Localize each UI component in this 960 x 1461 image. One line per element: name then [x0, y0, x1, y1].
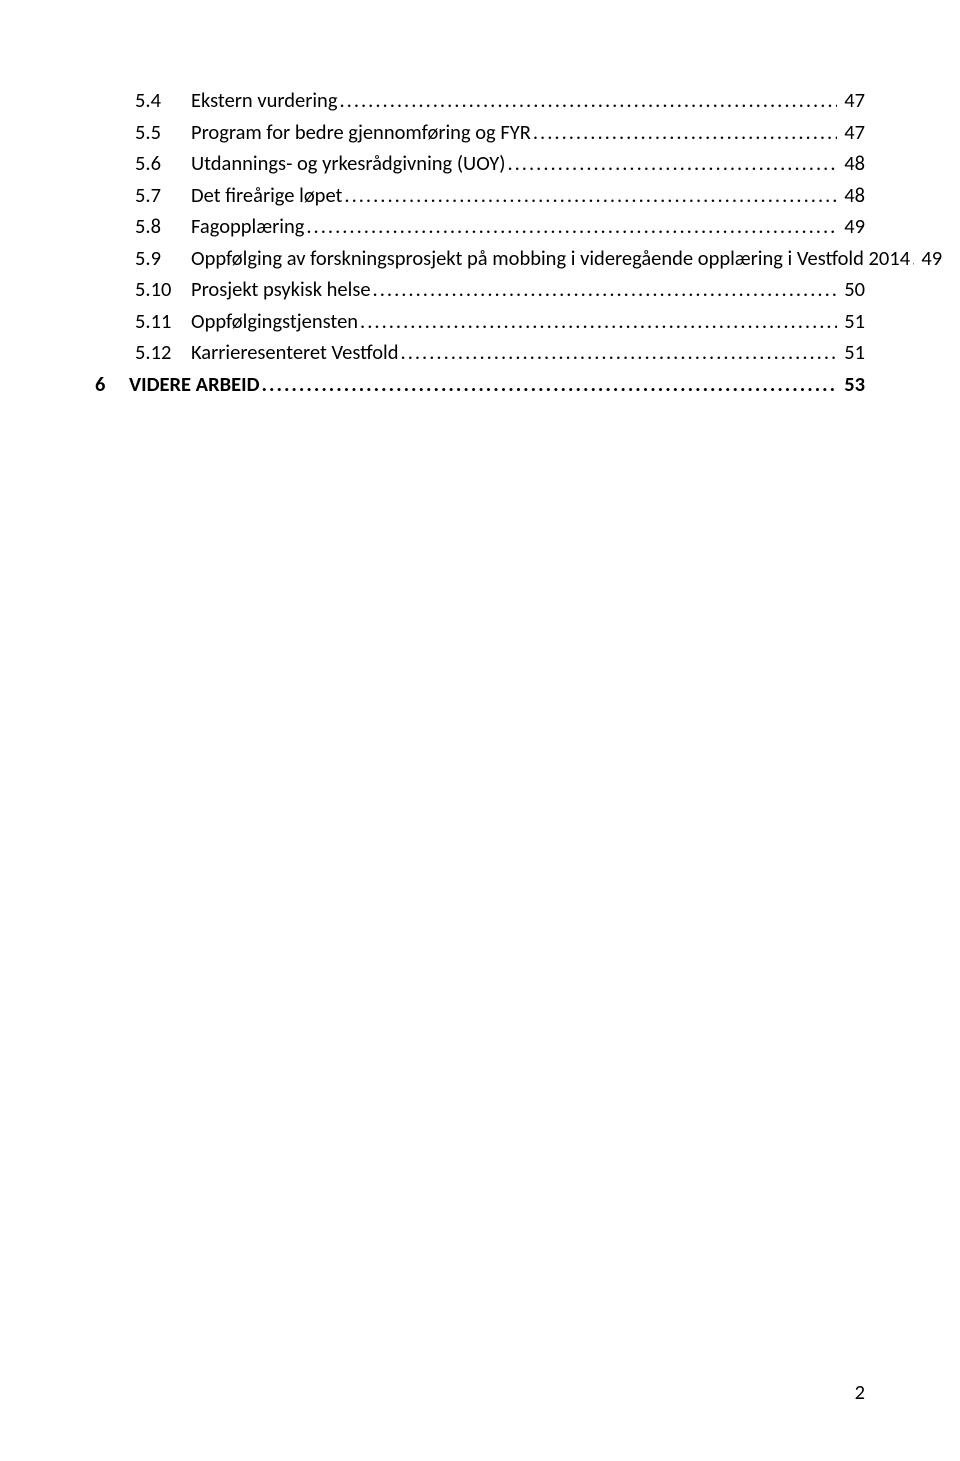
toc-entry-number: 5.12 [95, 342, 191, 363]
toc-entry: 6VIDERE ARBEID 53 [95, 374, 865, 395]
toc-entry-title: Utdannings- og yrkesrådgivning (UOY) [191, 153, 505, 174]
toc-leader-dots [505, 153, 837, 174]
toc-entry-number: 5.10 [95, 279, 191, 300]
toc-leader-dots [371, 279, 837, 300]
toc-entry-number: 5.9 [95, 248, 191, 269]
toc-entry: 5.8Fagopplæring 49 [95, 216, 865, 237]
toc-entry-page: 48 [837, 153, 865, 174]
toc-entry: 5.9Oppfølging av forskningsprosjekt på m… [95, 248, 865, 269]
toc-entry-page: 50 [837, 279, 865, 300]
document-page: 5.4Ekstern vurdering475.5Program for bed… [0, 0, 960, 1461]
toc-entry: 5.10Prosjekt psykisk helse 50 [95, 279, 865, 300]
toc-entry: 5.5Program for bedre gjennomføring og FY… [95, 122, 865, 143]
toc-entry: 5.12Karrieresenteret Vestfold 51 [95, 342, 865, 363]
toc-leader-dots [399, 342, 837, 363]
toc-entry-title: VIDERE ARBEID [129, 374, 260, 395]
toc-entry: 5.6Utdannings- og yrkesrådgivning (UOY) 4… [95, 153, 865, 174]
toc-entry-title: Ekstern vurdering [191, 90, 337, 111]
toc-entry-title: Prosjekt psykisk helse [191, 279, 371, 300]
toc-entry: 5.11Oppfølgingstjensten 51 [95, 311, 865, 332]
toc-leader-dots [342, 185, 837, 206]
toc-entry: 5.4Ekstern vurdering 47 [95, 90, 865, 111]
toc-entry-number: 5.4 [95, 90, 191, 111]
toc-entry-number: 5.8 [95, 216, 191, 237]
toc-entry-page: 47 [837, 90, 865, 111]
toc-entry-title: Oppfølgingstjensten [191, 311, 358, 332]
toc-entry-title: Fagopplæring [191, 216, 304, 237]
toc-entry-title: Karrieresenteret Vestfold [191, 342, 399, 363]
toc-leader-dots [358, 311, 837, 332]
toc-entry-title: Program for bedre gjennomføring og FYR [191, 122, 531, 143]
toc-entry-page: 47 [837, 122, 865, 143]
page-number: 2 [855, 1379, 865, 1405]
toc-entry-page: 49 [914, 248, 942, 269]
toc-entry: 5.7Det fireårige løpet 48 [95, 185, 865, 206]
toc-leader-dots [304, 216, 837, 237]
toc-leader-dots [260, 374, 837, 395]
toc-leader-dots [531, 122, 837, 143]
toc-entry-number: 5.7 [95, 185, 191, 206]
toc-entry-page: 49 [837, 216, 865, 237]
toc-entry-number: 5.6 [95, 153, 191, 174]
toc-entry-title: Oppfølging av forskningsprosjekt på mobb… [191, 248, 910, 269]
toc-entry-page: 48 [837, 185, 865, 206]
toc-entry-number: 6 [95, 374, 129, 395]
toc-leader-dots [337, 90, 837, 111]
toc-entry-number: 5.11 [95, 311, 191, 332]
toc-entry-page: 51 [837, 311, 865, 332]
toc-entry-title: Det fireårige løpet [191, 185, 342, 206]
toc-entry-page: 53 [837, 374, 865, 395]
toc-entry-number: 5.5 [95, 122, 191, 143]
toc-entry-page: 51 [837, 342, 865, 363]
table-of-contents: 5.4Ekstern vurdering475.5Program for bed… [95, 90, 865, 394]
